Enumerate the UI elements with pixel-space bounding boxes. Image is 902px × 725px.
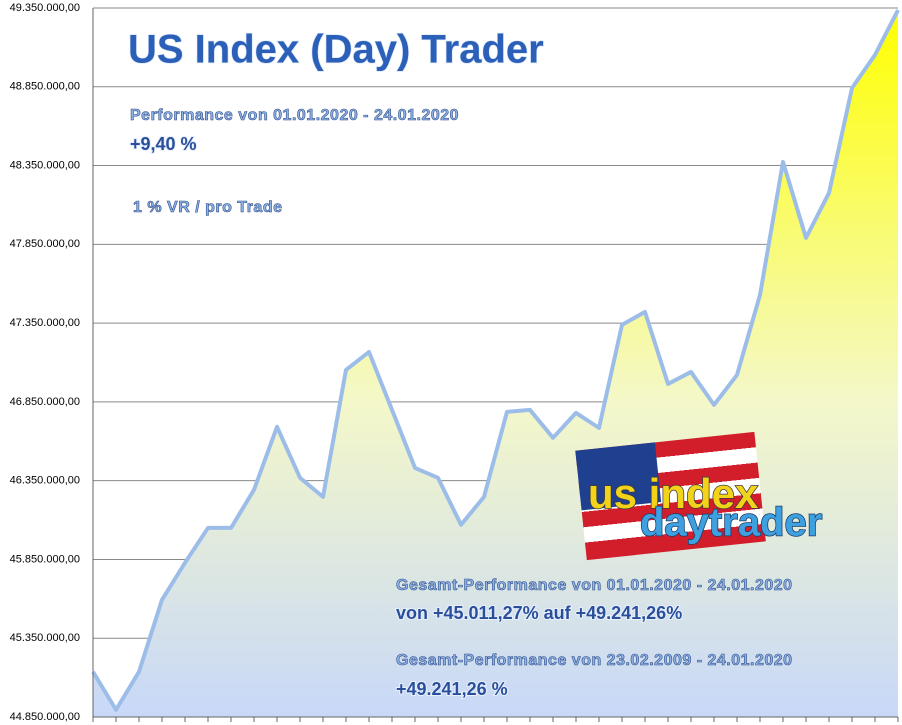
- annotation: +49.241,26 %: [396, 679, 508, 699]
- annotation: von +45.011,27% auf +49.241,26%: [396, 603, 682, 623]
- logo: [575, 431, 766, 561]
- logo-text: daytrader: [640, 501, 822, 545]
- y-tick-label: 47.850.000,00: [10, 238, 80, 250]
- y-tick-label: 44.850.000,00: [10, 711, 80, 723]
- annotation: 1 % VR / pro Trade: [133, 199, 282, 216]
- y-tick-label: 48.350.000,00: [10, 159, 80, 171]
- y-tick-label: 48.850.000,00: [10, 81, 80, 93]
- logo-text: us index: [588, 470, 759, 517]
- y-tick-label: 45.850.000,00: [10, 553, 80, 565]
- y-tick-label: 46.350.000,00: [10, 475, 80, 487]
- annotation: Gesamt-Performance von 23.02.2009 - 24.0…: [396, 652, 793, 669]
- flag-canton: [575, 442, 662, 511]
- annotation: Gesamt-Performance von 01.01.2020 - 24.0…: [396, 577, 793, 594]
- chart-title: US Index (Day) Trader: [128, 28, 544, 72]
- y-tick-label: 46.850.000,00: [10, 396, 80, 408]
- y-tick-label: 47.350.000,00: [10, 317, 80, 329]
- annotation: Performance von 01.01.2020 - 24.01.2020: [130, 107, 459, 124]
- y-tick-label: 49.350.000,00: [10, 2, 80, 14]
- y-tick-label: 45.350.000,00: [10, 632, 80, 644]
- annotation: +9,40 %: [130, 134, 197, 154]
- line: [91, 9, 900, 712]
